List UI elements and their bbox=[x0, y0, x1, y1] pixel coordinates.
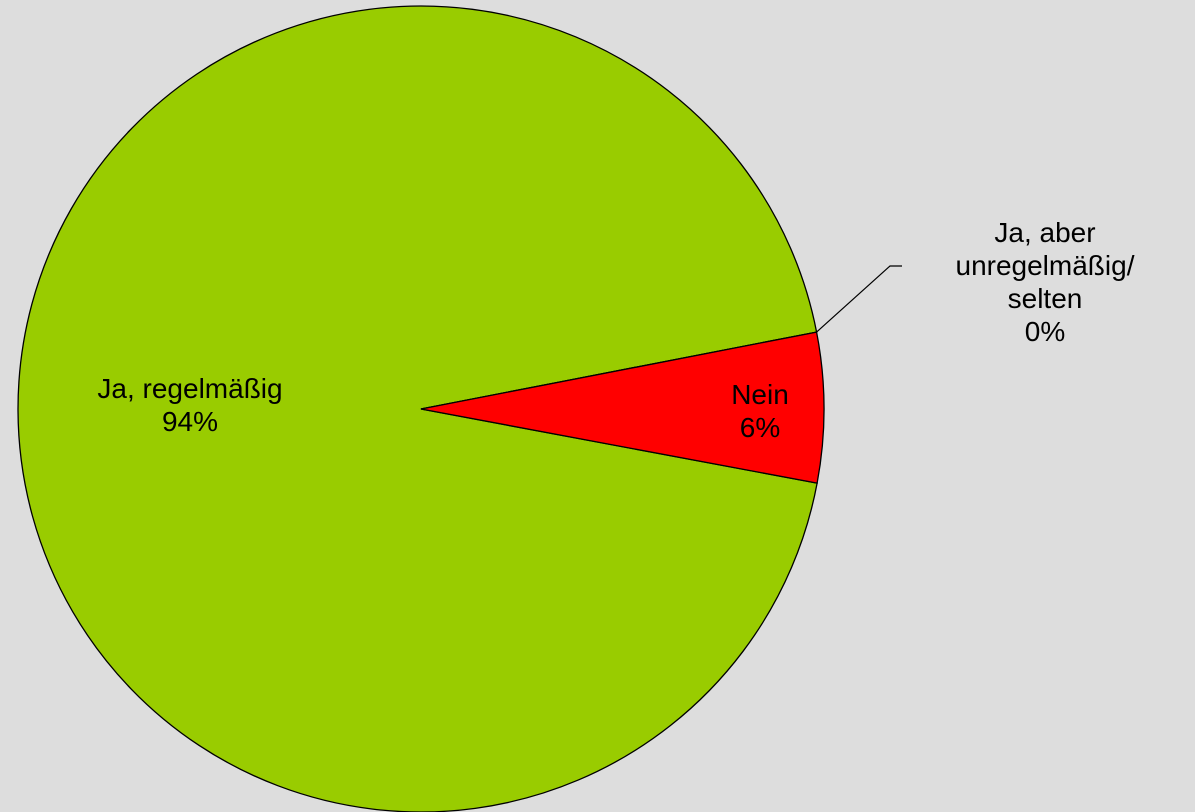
leader-line bbox=[816, 265, 902, 333]
category-label: Ja, regelmäßig bbox=[97, 373, 283, 404]
value-label: 94% bbox=[161, 406, 219, 437]
value-label: 0% bbox=[1024, 316, 1066, 347]
category-label: Ja, aber unregelmäßig/ selten bbox=[955, 217, 1135, 314]
category-label: Nein bbox=[731, 379, 789, 410]
slice-label: Ja, aber unregelmäßig/ selten 0% bbox=[940, 216, 1150, 348]
value-label: 6% bbox=[739, 412, 781, 443]
pie-slice bbox=[420, 331, 825, 484]
slice-label: Ja, regelmäßig 94% bbox=[60, 372, 320, 438]
slice-label: Nein 6% bbox=[700, 378, 820, 444]
pie-slice bbox=[17, 5, 818, 812]
